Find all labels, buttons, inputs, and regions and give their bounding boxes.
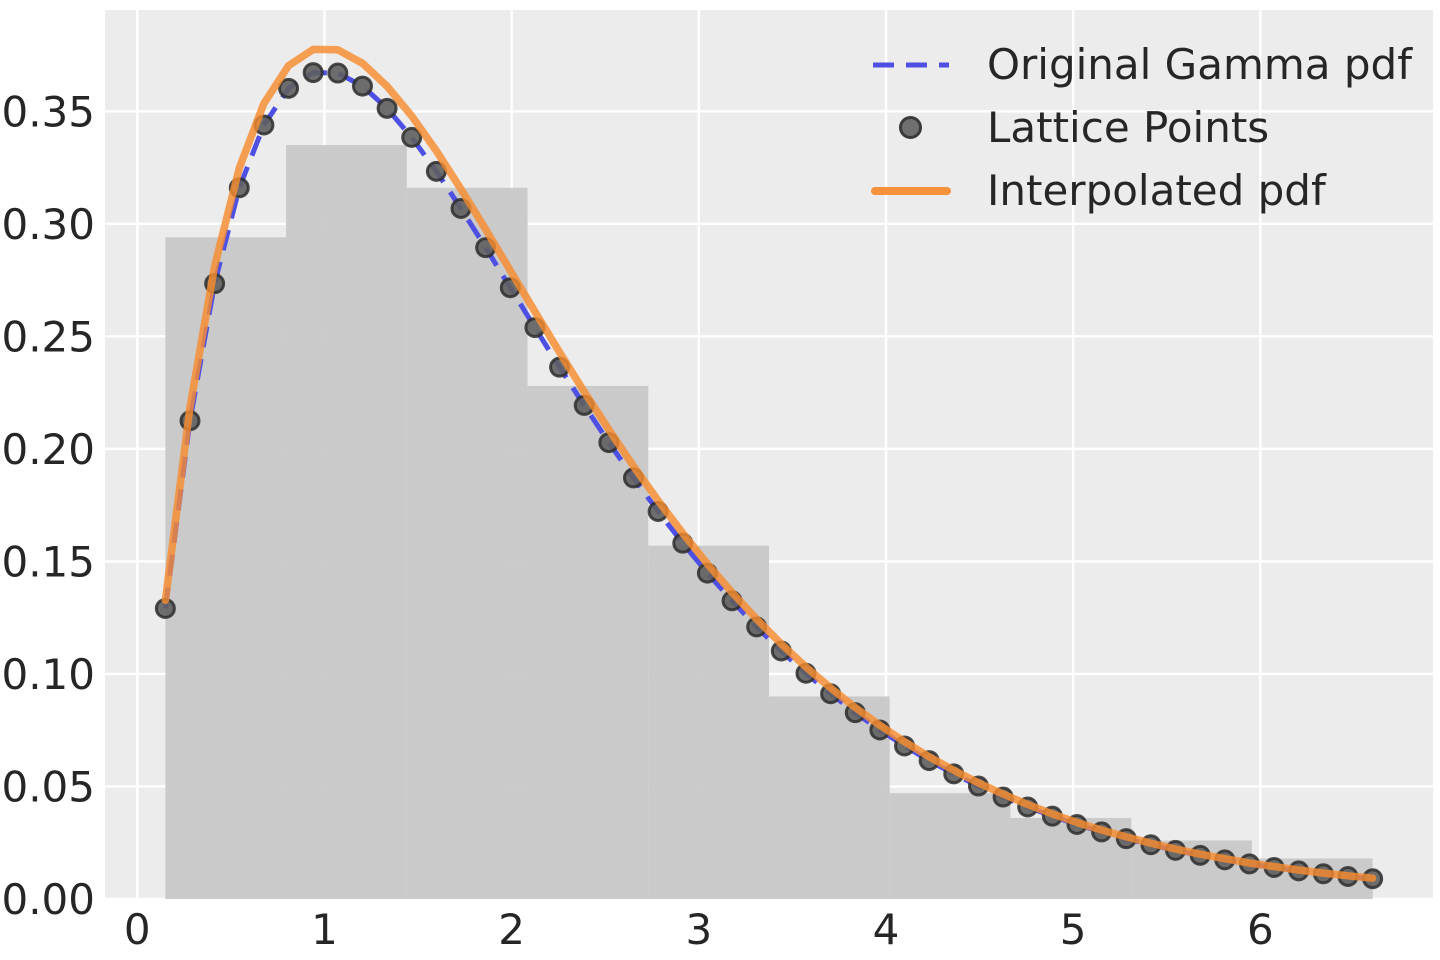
x-tick-label: 1 [311, 905, 338, 954]
legend-entry-original-pdf: Original Gamma pdf [871, 33, 1412, 96]
lattice-point [376, 97, 398, 119]
lattice-point [327, 62, 349, 84]
y-tick-label: 0.05 [1, 762, 95, 811]
solid-line-swatch-icon [870, 185, 951, 197]
x-tick-label: 0 [124, 905, 151, 954]
lattice-point [401, 126, 423, 148]
x-tick-label: 6 [1247, 905, 1274, 954]
x-tick-label: 2 [498, 905, 525, 954]
y-tick-label: 0.10 [1, 650, 95, 699]
histogram-bar [648, 545, 769, 899]
lattice-point [351, 75, 373, 97]
histogram-bar [286, 145, 407, 900]
y-tick-label: 0.15 [1, 537, 95, 586]
lattice-point [302, 62, 324, 84]
legend-label: Lattice Points [986, 102, 1270, 152]
dot-swatch-icon [871, 116, 951, 139]
histogram-bar [406, 187, 528, 900]
x-tick-label: 3 [685, 905, 712, 954]
histogram-bar [165, 237, 287, 900]
y-tick-label: 0.20 [1, 425, 95, 474]
legend-entry-interpolated-pdf: Interpolated pdf [870, 159, 1412, 222]
interpolated-pdf-line [161, 45, 1377, 882]
y-tick-label: 0.35 [1, 87, 95, 136]
lattice-point [278, 77, 300, 99]
legend-label: Original Gamma pdf [986, 39, 1412, 89]
y-tick-label: 0.00 [1, 875, 95, 924]
histogram-bar [889, 793, 1011, 899]
y-tick-label: 0.30 [1, 200, 95, 249]
legend-label: Interpolated pdf [986, 165, 1326, 215]
legend: Original Gamma pdf Lattice Points Interp… [870, 33, 1412, 222]
x-tick-label: 5 [1060, 905, 1087, 954]
y-tick-label: 0.25 [1, 312, 95, 361]
legend-entry-lattice-points: Lattice Points [871, 96, 1412, 159]
dashed-line-swatch-icon [871, 60, 951, 70]
x-tick-label: 4 [873, 905, 900, 954]
